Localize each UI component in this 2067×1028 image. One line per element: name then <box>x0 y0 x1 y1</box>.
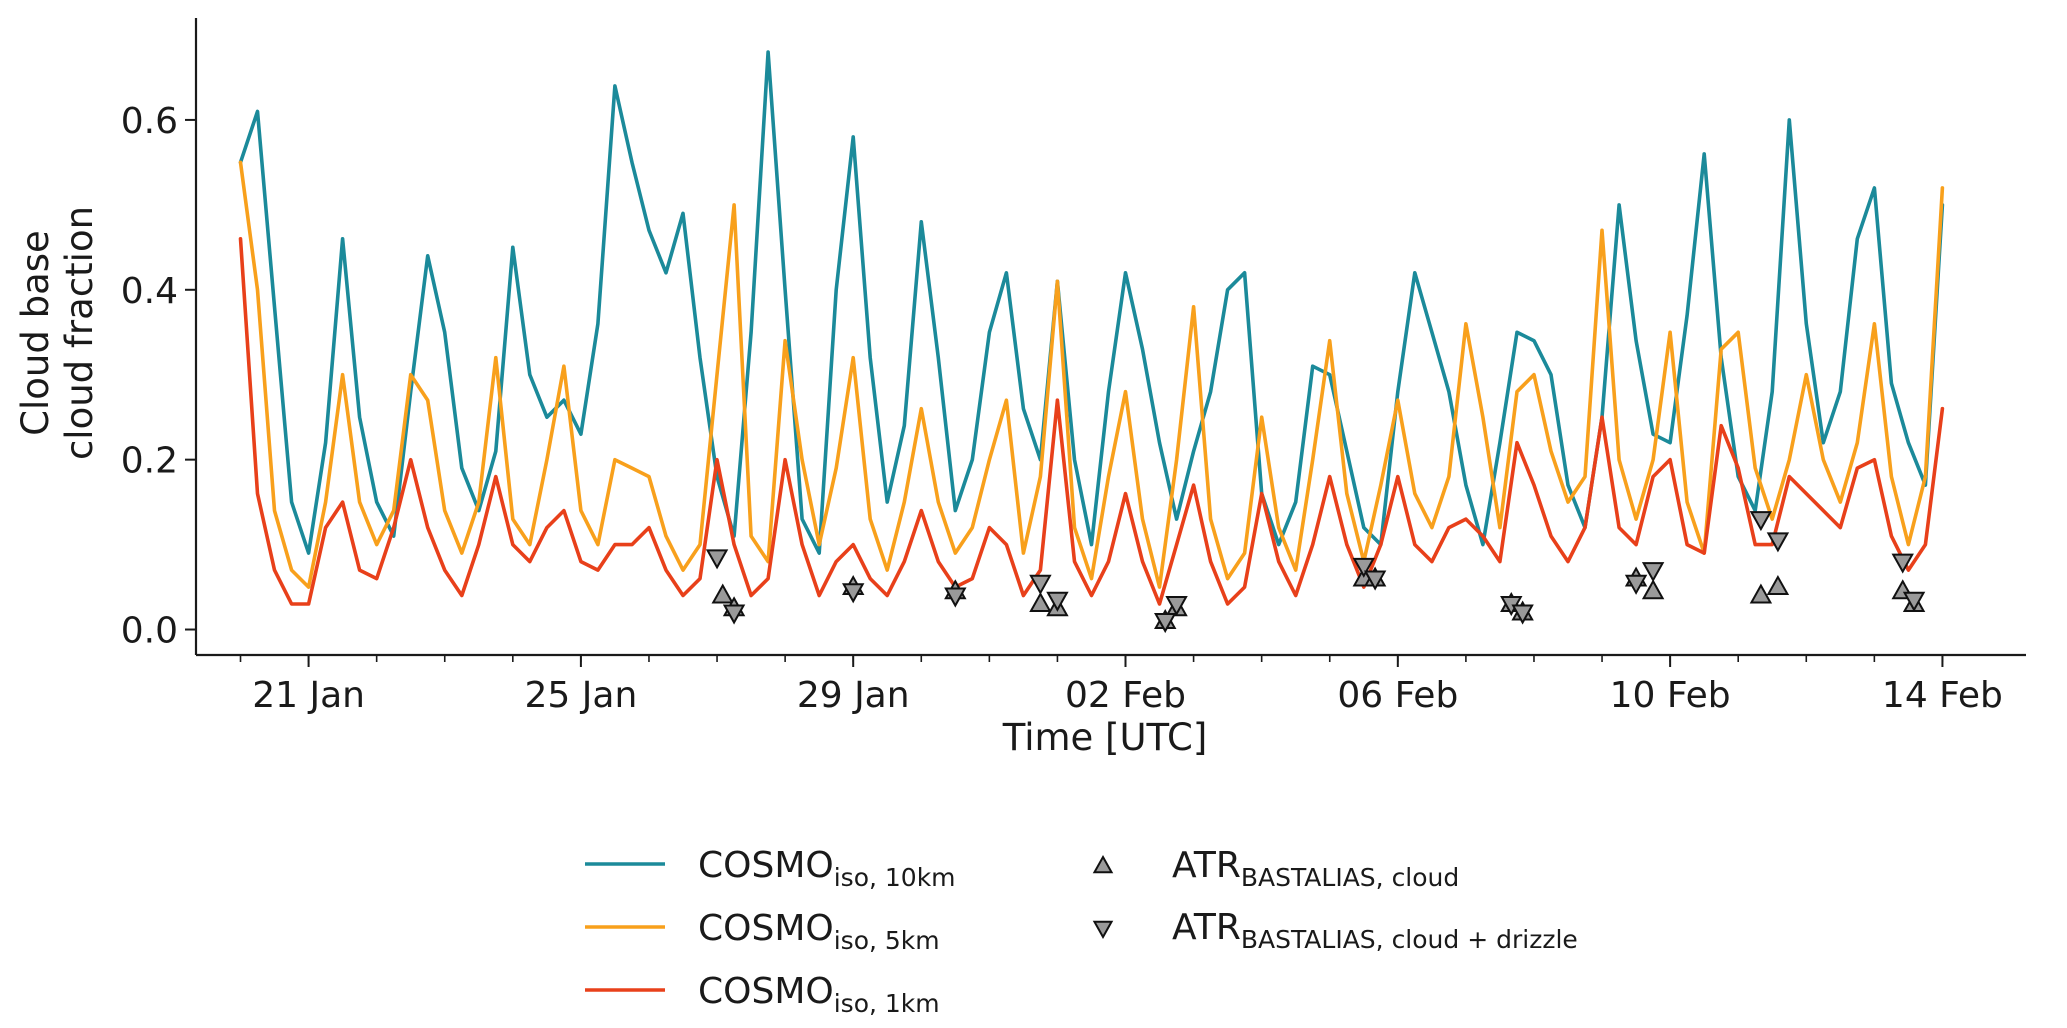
marker-point-4 <box>944 587 967 608</box>
marker-point-3 <box>1029 591 1052 613</box>
y-axis-label-line-1: Cloud base <box>14 230 57 436</box>
x-ticks: 21 Jan 25 Jan 29 Jan 02 Feb 06 Feb 10 Feb 14 F… <box>239 655 2003 716</box>
y-ticks: 0.0 0.2 0.4 0.6 <box>121 101 196 652</box>
marker-point-4 <box>1154 613 1177 634</box>
marker-point-4 <box>841 583 865 604</box>
legend-label: COSMOiso, 10km <box>698 845 956 892</box>
legend-label: ATRBASTALIAS, cloud <box>1172 845 1459 892</box>
marker-point-4 <box>1165 596 1188 617</box>
marker-point-4 <box>1029 574 1052 595</box>
marker-point-4 <box>1891 553 1914 574</box>
legend-label: COSMOiso, 1km <box>698 971 940 1018</box>
y-tick-label: 0.0 <box>121 611 178 652</box>
legend: COSMOiso, 10km COSMOiso, 5km COSMOiso, 1km… <box>585 845 1578 1018</box>
marker-point-3 <box>1641 579 1665 600</box>
y-tick-label: 0.2 <box>121 441 178 482</box>
x-axis-label: Time [UTC] <box>1002 716 1208 759</box>
x-tick-label: 10 Feb <box>1610 675 1731 716</box>
marker-point-4 <box>1363 570 1387 591</box>
marker-point-4 <box>1766 532 1790 553</box>
y-tick-label: 0.4 <box>121 271 178 312</box>
y-tick-label: 0.6 <box>121 101 178 142</box>
legend-label: COSMOiso, 5km <box>698 908 940 955</box>
marker-point-4 <box>1511 604 1534 625</box>
legend-label: ATRBASTALIAS, cloud + drizzle <box>1172 907 1578 954</box>
x-tick-label: 02 Feb <box>1065 675 1186 716</box>
series-line-0 <box>238 50 1945 555</box>
marker-point-4 <box>1624 574 1648 595</box>
y-axis-label: Cloud base cloud fraction <box>14 206 101 460</box>
marker-point-4 <box>1902 591 1926 612</box>
series-line-2 <box>238 237 1945 606</box>
legend-marker-swatch <box>1092 920 1114 940</box>
marker-point-3 <box>1749 583 1773 604</box>
x-tick-label: 06 Feb <box>1337 675 1458 716</box>
marker-point-4 <box>1749 511 1773 532</box>
marker-point-4 <box>722 604 746 625</box>
y-axis-label-line-2: cloud fraction <box>58 206 101 460</box>
series-lines <box>238 50 1945 606</box>
series-line-1 <box>238 160 1945 589</box>
legend-marker-swatch <box>1092 854 1114 874</box>
marker-point-3 <box>1766 575 1790 596</box>
marker-point-4 <box>1046 591 1069 612</box>
marker-point-4 <box>705 549 729 570</box>
x-tick-label: 14 Feb <box>1882 675 2003 716</box>
series-markers <box>705 511 1926 634</box>
marker-point-4 <box>1641 562 1665 583</box>
x-tick-label: 21 Jan <box>252 675 365 716</box>
marker-point-4 <box>1352 557 1375 578</box>
x-tick-label: 29 Jan <box>797 675 910 716</box>
x-tick-label: 25 Jan <box>525 675 638 716</box>
marker-point-3 <box>711 583 734 604</box>
